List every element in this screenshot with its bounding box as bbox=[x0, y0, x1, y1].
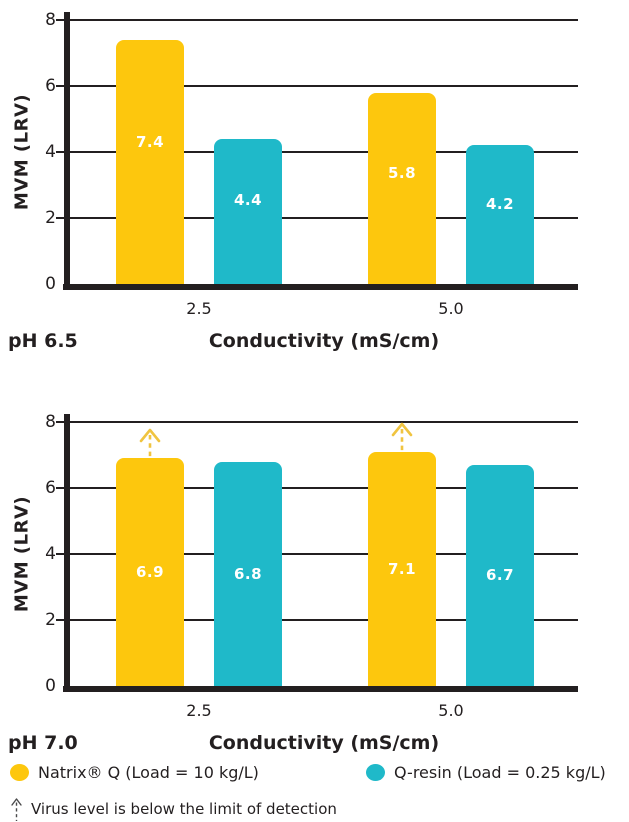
y-tick-label-8: 8 bbox=[45, 10, 56, 30]
bar-natrix-q-5.0: 7.1 bbox=[368, 451, 436, 686]
x-axis-title: Conductivity (mS/cm) bbox=[208, 330, 440, 352]
ph-label: pH 7.0 bbox=[8, 732, 78, 754]
gridline-8 bbox=[70, 421, 578, 423]
x-axis-line bbox=[63, 284, 578, 290]
gridline-4 bbox=[70, 553, 578, 555]
below-detection-arrow-icon bbox=[11, 798, 22, 821]
bar-value-label: 7.4 bbox=[135, 133, 165, 152]
x-tick-label-5.0: 5.0 bbox=[438, 299, 464, 318]
y-tick-label-8: 8 bbox=[45, 412, 56, 432]
x-axis-title: Conductivity (mS/cm) bbox=[208, 732, 440, 754]
x-tick-label-2.5: 2.5 bbox=[186, 299, 212, 318]
below-detection-arrow-icon bbox=[139, 428, 161, 458]
bar-value-label: 7.1 bbox=[387, 559, 417, 578]
legend-swatch-natrix-q bbox=[10, 763, 29, 781]
bar-value-label: 4.4 bbox=[233, 190, 263, 209]
y-tick-4 bbox=[56, 151, 64, 153]
bar-value-label: 6.9 bbox=[135, 563, 165, 582]
legend-label: Q-resin (Load = 0.25 kg/L) bbox=[394, 762, 606, 782]
bar-value-label: 6.7 bbox=[485, 566, 515, 585]
bar-q-resin-5.0: 4.2 bbox=[466, 145, 534, 284]
legend-swatch-q-resin bbox=[366, 763, 385, 781]
bar-value-label: 5.8 bbox=[387, 163, 417, 182]
y-tick-8 bbox=[56, 421, 64, 423]
ph-label: pH 6.5 bbox=[8, 330, 78, 352]
bar-q-resin-2.5: 4.4 bbox=[214, 138, 282, 284]
y-tick-8 bbox=[56, 19, 64, 21]
legend-item-natrix-q: Natrix® Q (Load = 10 kg/L) bbox=[10, 762, 259, 782]
gridline-6 bbox=[70, 85, 578, 87]
bar-natrix-q-5.0: 5.8 bbox=[368, 92, 436, 284]
bar-q-resin-5.0: 6.7 bbox=[466, 464, 534, 686]
y-axis-line bbox=[64, 414, 70, 692]
bar-natrix-q-2.5: 7.4 bbox=[116, 39, 184, 284]
y-tick-label-6: 6 bbox=[45, 478, 56, 498]
y-tick-label-0: 0 bbox=[45, 274, 56, 294]
x-tick-label-2.5: 2.5 bbox=[186, 701, 212, 720]
gridline-2 bbox=[70, 217, 578, 219]
bar-value-label: 6.8 bbox=[233, 564, 263, 583]
footnote: Virus level is below the limit of detect… bbox=[10, 797, 337, 822]
gridline-4 bbox=[70, 151, 578, 153]
y-tick-label-4: 4 bbox=[45, 142, 56, 162]
x-axis-line bbox=[63, 686, 578, 692]
legend-item-q-resin: Q-resin (Load = 0.25 kg/L) bbox=[366, 762, 606, 782]
y-tick-label-2: 2 bbox=[45, 208, 56, 228]
y-tick-label-0: 0 bbox=[45, 676, 56, 696]
gridline-2 bbox=[70, 619, 578, 621]
below-detection-arrow-icon bbox=[391, 422, 413, 451]
y-tick-6 bbox=[56, 85, 64, 87]
footnote-text: Virus level is below the limit of detect… bbox=[31, 800, 337, 818]
gridline-8 bbox=[70, 19, 578, 21]
y-tick-label-2: 2 bbox=[45, 610, 56, 630]
y-tick-4 bbox=[56, 553, 64, 555]
y-tick-label-6: 6 bbox=[45, 76, 56, 96]
y-axis-line bbox=[64, 12, 70, 290]
y-tick-2 bbox=[56, 619, 64, 621]
y-tick-label-4: 4 bbox=[45, 544, 56, 564]
x-tick-label-5.0: 5.0 bbox=[438, 701, 464, 720]
y-tick-2 bbox=[56, 217, 64, 219]
gridline-6 bbox=[70, 487, 578, 489]
legend-label: Natrix® Q (Load = 10 kg/L) bbox=[38, 762, 259, 782]
y-tick-6 bbox=[56, 487, 64, 489]
bar-value-label: 4.2 bbox=[485, 194, 515, 213]
bar-q-resin-2.5: 6.8 bbox=[214, 461, 282, 686]
bar-natrix-q-2.5: 6.9 bbox=[116, 458, 184, 686]
